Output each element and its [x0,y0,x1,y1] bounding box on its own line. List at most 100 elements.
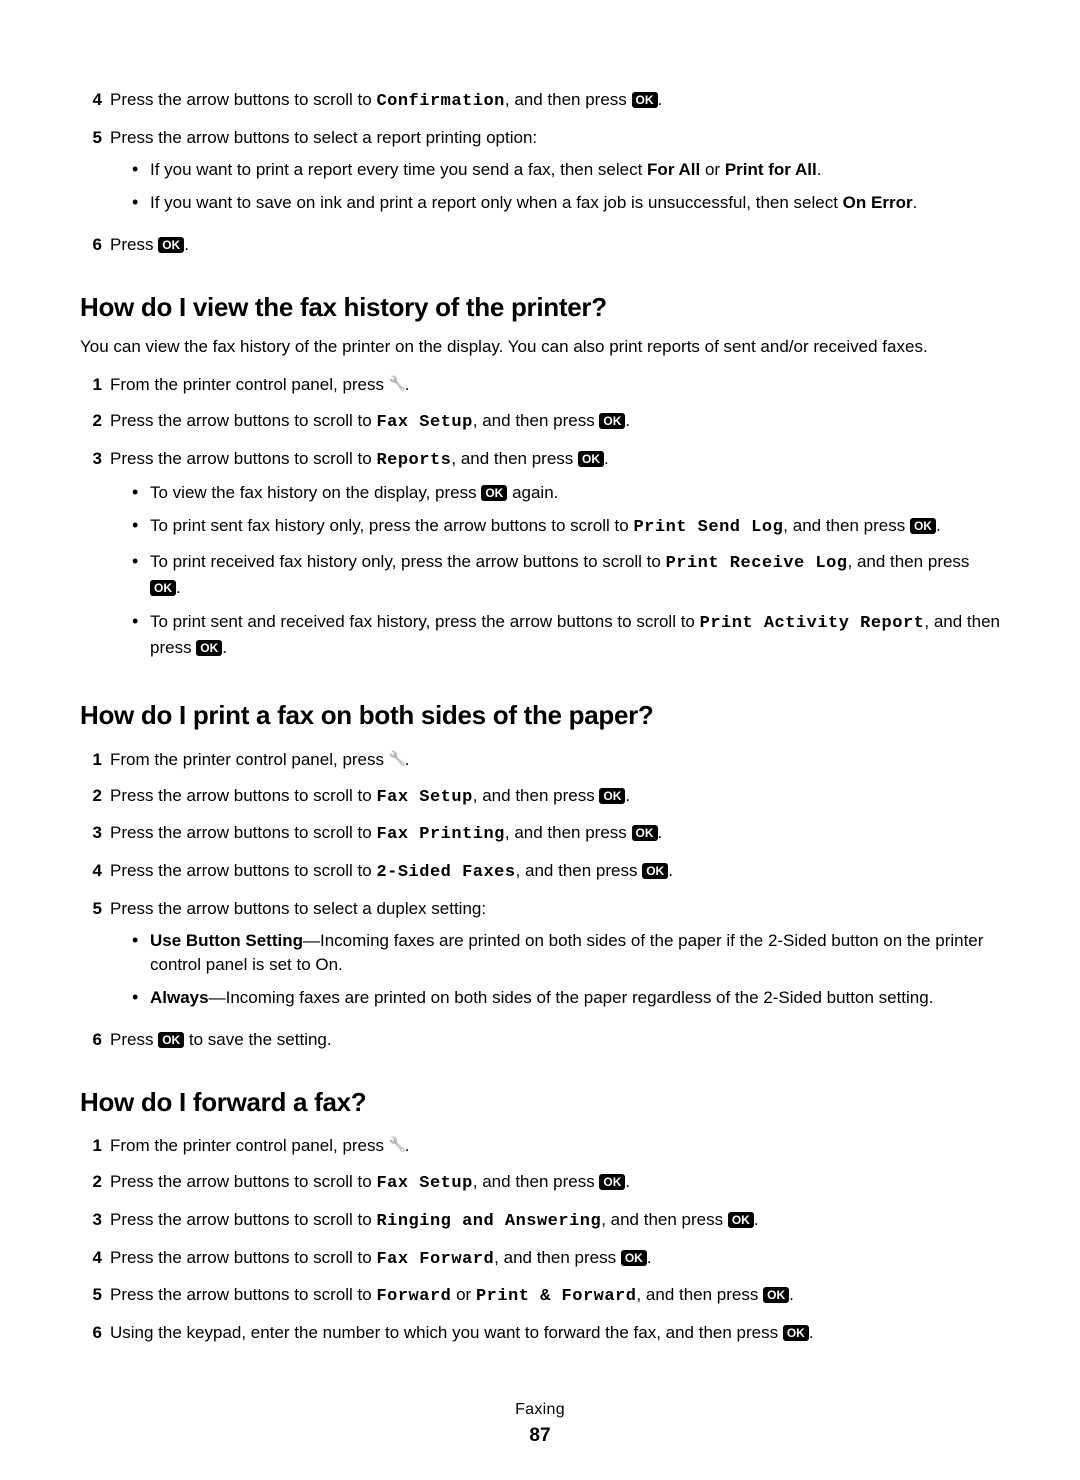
step-5: 5 Press the arrow buttons to select a du… [80,893,1000,1020]
ok-icon: OK [599,413,625,429]
step-2: 2 Press the arrow buttons to scroll to F… [80,405,1000,439]
step-1: 1 From the printer control panel, press … [80,744,1000,776]
text: Press the arrow buttons to scroll to [110,411,376,430]
bold: Use Button Setting [150,931,303,950]
step-4: 4 Press the arrow buttons to scroll to F… [80,1242,1000,1276]
text: , and then press [601,1210,728,1229]
code: Ringing and Answering [376,1212,601,1231]
text: or [700,160,725,179]
text: . [668,861,673,880]
text: . [789,1285,794,1304]
wrench-icon [389,1137,405,1153]
text: To print sent and received fax history, … [150,612,700,631]
steps-both-sides: 1 From the printer control panel, press … [80,744,1000,1056]
text: , and then press [473,411,600,430]
text: Press the arrow buttons to scroll to [110,1210,376,1229]
text: Using the keypad, enter the number to wh… [110,1323,783,1342]
text: If you want to save on ink and print a r… [150,193,843,212]
step-3: 3 Press the arrow buttons to scroll to F… [80,817,1000,851]
code: Reports [376,451,451,470]
step-num: 5 [80,897,102,921]
sub-item: Use Button Setting—Incoming faxes are pr… [132,925,1000,981]
text: , and then press [473,786,600,805]
step-num: 6 [80,233,102,257]
text: . [658,823,663,842]
code: Forward [376,1287,451,1306]
text: . [604,449,609,468]
code: Fax Setup [376,788,472,807]
code: Print Send Log [633,518,783,537]
step-num: 3 [80,447,102,471]
text: From the printer control panel, press [110,750,389,769]
code: Print Receive Log [666,554,848,573]
ok-icon: OK [910,518,936,534]
chapter-label: Faxing [80,1399,1000,1421]
ok-icon: OK [728,1212,754,1228]
sub-list: To view the fax history on the display, … [110,477,1000,664]
text: Press the arrow buttons to scroll to [110,449,376,468]
sub-item: To print received fax history only, pres… [132,546,1000,604]
page-footer: Faxing 87 [80,1399,1000,1450]
bold: Print for All [725,160,817,179]
sub-item: If you want to print a report every time… [132,154,1000,186]
ok-icon: OK [783,1325,809,1341]
text: Press the arrow buttons to scroll to [110,861,376,880]
code: Fax Printing [376,825,504,844]
bold: Always [150,988,209,1007]
step-6: 6 Press OK. [80,229,1000,261]
text: Press the arrow buttons to select a dupl… [110,899,486,918]
step-num: 6 [80,1028,102,1052]
step-num: 2 [80,409,102,433]
sub-item: If you want to save on ink and print a r… [132,187,1000,219]
sub-item: Always—Incoming faxes are printed on bot… [132,982,1000,1014]
step-num: 4 [80,859,102,883]
text: or [451,1285,476,1304]
text: , and then press [473,1172,600,1191]
text: To print sent fax history only, press th… [150,516,633,535]
text: . [754,1210,759,1229]
step-num: 1 [80,748,102,772]
step-5: 5 Press the arrow buttons to select a re… [80,122,1000,225]
sub-list: If you want to print a report every time… [110,154,1000,220]
text: again. [507,483,558,502]
text: To view the fax history on the display, … [150,483,481,502]
step-num: 6 [80,1321,102,1345]
text: Press the arrow buttons to select a repo… [110,128,537,147]
ok-icon: OK [632,92,658,108]
sub-list: Use Button Setting —Incoming faxes are pr… [110,925,1000,1014]
text: If you want to print a report every time… [150,160,647,179]
text: From the printer control panel, press [110,1136,389,1155]
step-num: 2 [80,1170,102,1194]
step-6: 6 Using the keypad, enter the number to … [80,1317,1000,1349]
ok-icon: OK [196,640,222,656]
code: Fax Forward [376,1250,494,1269]
step-num: 4 [80,88,102,112]
bold: For All [647,160,700,179]
step-num: 1 [80,1134,102,1158]
text: , and then press [451,449,578,468]
text: Press the arrow buttons to scroll to [110,786,376,805]
step-num: 1 [80,373,102,397]
text: . [647,1248,652,1267]
step-3: 3 Press the arrow buttons to scroll to R… [80,1204,1000,1238]
text: From the printer control panel, press [110,375,389,394]
ok-icon: OK [158,1032,184,1048]
text: —Incoming faxes are printed on both side… [209,988,934,1007]
text: Press the arrow buttons to scroll to [110,90,376,109]
text: , and then press [505,90,632,109]
step-4: 4 Press the arrow buttons to scroll to C… [80,84,1000,118]
sub-item: To print sent and received fax history, … [132,606,1000,664]
ok-icon: OK [158,237,184,253]
ok-icon: OK [763,1287,789,1303]
ok-icon: OK [481,485,507,501]
step-1: 1 From the printer control panel, press … [80,369,1000,401]
text: , and then press [783,516,910,535]
text: to save the setting. [184,1030,331,1049]
code: 2-Sided Faxes [376,863,515,882]
text: . [184,235,189,254]
step-5: 5 Press the arrow buttons to scroll to F… [80,1279,1000,1313]
step-num: 3 [80,1208,102,1232]
text: To print received fax history only, pres… [150,552,666,571]
step-1: 1 From the printer control panel, press … [80,1130,1000,1162]
text: . [176,578,181,597]
